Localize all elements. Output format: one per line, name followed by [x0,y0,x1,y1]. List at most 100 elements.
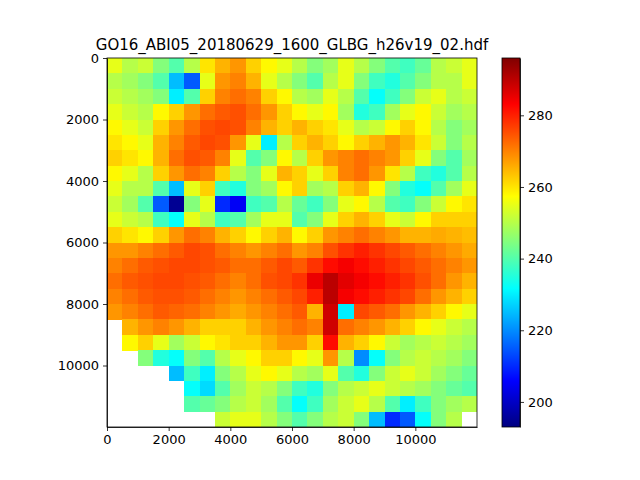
cell [385,289,401,305]
cell [446,212,462,228]
tick-label: 280 [528,108,553,123]
tick-label: 0 [103,432,111,447]
cell [323,166,339,182]
cell [385,166,401,182]
cell [462,227,477,243]
cell [415,227,431,243]
cell [153,243,169,259]
cell [431,196,447,212]
cell [215,135,231,151]
cell [400,335,416,351]
tick-label: 8000 [338,432,371,447]
cell [338,135,354,151]
cell [261,150,277,166]
cell [169,350,185,366]
cell [230,319,246,335]
cell [323,104,339,120]
cell [415,120,431,136]
tick: 220 [520,323,553,338]
cell [277,381,293,397]
cell [415,135,431,151]
cell [415,289,431,305]
cell [277,135,293,151]
cell [354,120,370,136]
cell [184,396,200,412]
cell [462,196,477,212]
cell [215,412,231,427]
cell [292,120,308,136]
tick: 200 [520,395,553,410]
tick: 8000 [66,297,107,312]
cell [169,304,185,320]
cell [246,89,262,105]
cell [354,412,370,427]
cell [307,335,323,351]
cell [431,350,447,366]
cell [292,304,308,320]
cell [184,89,200,105]
cell [354,350,370,366]
cell [446,381,462,397]
cell [200,196,216,212]
cell [169,181,185,197]
cell [338,273,354,289]
cell [400,181,416,197]
cell [446,181,462,197]
cell [246,181,262,197]
cell [385,273,401,289]
cell [215,350,231,366]
tick: 10000 [58,358,107,373]
cell [122,335,138,351]
cell [277,412,293,427]
cell [107,89,123,105]
cell [292,227,308,243]
cell [184,366,200,382]
cell [415,396,431,412]
cell [385,412,401,427]
cell [462,381,477,397]
cell [307,120,323,136]
tick-label: 6000 [66,235,99,250]
cell [338,89,354,105]
cells [107,58,477,427]
cell [462,150,477,166]
cell [338,258,354,274]
cell [307,381,323,397]
cell [369,104,385,120]
cell [230,73,246,89]
cell [277,227,293,243]
cell [431,335,447,351]
cell [277,350,293,366]
cell [200,227,216,243]
y-axis: 0200040006000800010000 [58,51,108,428]
cell [400,135,416,151]
tick-mark [103,304,107,305]
cell [122,319,138,335]
cell [153,273,169,289]
cell [230,120,246,136]
cell [292,89,308,105]
cell [415,273,431,289]
cell [261,181,277,197]
cell [307,104,323,120]
cell [415,58,431,74]
cell [307,273,323,289]
cell [292,166,308,182]
cell [338,304,354,320]
cell [184,181,200,197]
cell [292,319,308,335]
cell [462,258,477,274]
cell [307,73,323,89]
cell [385,104,401,120]
cell [230,135,246,151]
cell [338,150,354,166]
cell [107,150,123,166]
cell [153,181,169,197]
cell [323,196,339,212]
cell [184,73,200,89]
cell [215,73,231,89]
cell [415,381,431,397]
tick-mark [103,58,107,59]
cell [122,273,138,289]
x-axis: 0200040006000800010000 [103,427,477,447]
